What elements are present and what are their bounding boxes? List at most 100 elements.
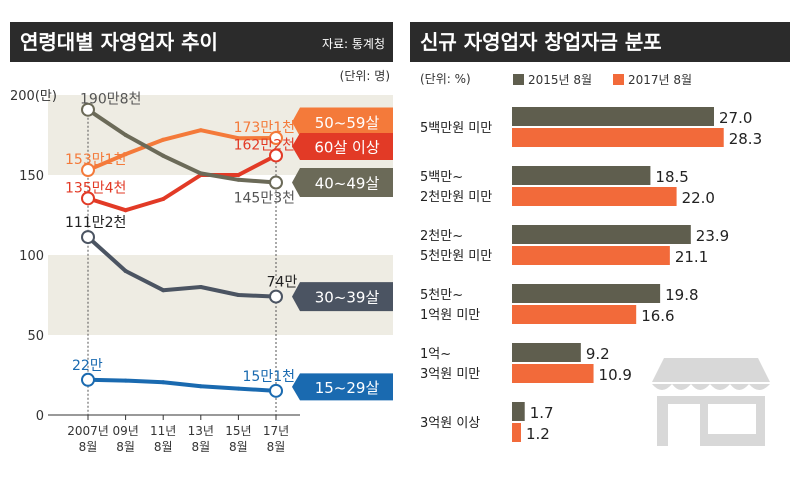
- category-label: 3억원 이상: [420, 416, 480, 431]
- series-point-age50: [81, 163, 95, 178]
- series-point-age30: [81, 230, 95, 245]
- bar-2017: [512, 423, 521, 442]
- end-label-age60: 162만2천: [234, 137, 295, 153]
- bar-value-label: 23.9: [696, 227, 729, 245]
- series-point-age40: [123, 133, 128, 137]
- series-line-age40: [86, 107, 278, 185]
- series-point-age15: [236, 386, 241, 391]
- category-label-line2: 2천만원 미만: [420, 190, 492, 205]
- x-tick-label-year: 15년: [225, 424, 251, 438]
- end-label-age15: 15만1천: [243, 369, 295, 385]
- series-point-age40: [236, 177, 241, 182]
- x-tick-label-year: 09년: [112, 424, 138, 438]
- category-label-line1: 1억~: [420, 347, 451, 362]
- series-point-age40: [161, 153, 166, 158]
- y-tick-label: 100: [19, 249, 44, 264]
- bar-2017: [512, 364, 594, 383]
- bar-value-label: 18.5: [655, 168, 688, 186]
- left-title-bar: [10, 22, 393, 62]
- series-point-age50: [123, 152, 128, 157]
- x-tick-label-month: 8월: [267, 440, 286, 454]
- right-title-bar: [410, 22, 790, 62]
- right-panel: 신규 자영업자 창업자금 분포 (단위: %) 2015년 8월 2017년 8…: [410, 22, 790, 446]
- bar-2017: [512, 305, 637, 324]
- bar-2017: [512, 246, 670, 265]
- bar-value-label: 9.2: [586, 345, 610, 363]
- x-tick-label-month: 8월: [229, 440, 248, 454]
- series-point-age15: [81, 372, 95, 387]
- series-line-age30: [86, 235, 278, 299]
- series-tag-age40: [292, 168, 393, 198]
- series-point-age30: [198, 285, 203, 289]
- end-label-age50: 173만1천: [234, 120, 295, 136]
- left-chart-source: 자료: 통계청: [322, 37, 385, 51]
- category-label-line1: 2천만~: [420, 229, 463, 244]
- series-tag-label-age60: 60살 이상: [314, 138, 379, 156]
- series-tag-age30: [292, 282, 393, 312]
- series-tag-label-age40: 40~49살: [315, 175, 380, 193]
- category-label-line2: 1억원 미만: [420, 308, 480, 323]
- series-point-age50: [269, 131, 283, 146]
- series-point-age30: [269, 289, 283, 304]
- x-tick-label-year: 17년: [263, 424, 289, 438]
- series-point-age50: [198, 128, 203, 133]
- bar-2015: [512, 166, 651, 185]
- series-tag-age60: [292, 132, 393, 160]
- x-tick-label-year: 2007년: [67, 424, 109, 438]
- bar-value-label: 10.9: [599, 366, 632, 384]
- bar-value-label: 21.1: [675, 248, 708, 266]
- series-point-age15: [198, 384, 203, 389]
- start-label-age40: 190만8천: [80, 92, 141, 108]
- series-point-age15: [269, 383, 283, 398]
- series-point-age40: [269, 175, 283, 190]
- series-point-age15: [123, 378, 128, 383]
- bar-area: 5백만원 미만 27.0 28.3 5백만~ 2천만원 미만 18.5 22.0 2천만~ 5천…: [420, 107, 762, 443]
- x-tick-label-month: 8월: [154, 440, 173, 454]
- bar-2015: [512, 284, 661, 303]
- legend-label-2015: 2015년 8월: [528, 73, 592, 87]
- legend-label-2017: 2017년 8월: [628, 73, 692, 87]
- bar-2015: [512, 343, 581, 362]
- series-tag-label-age15: 15~29살: [315, 379, 380, 397]
- bar-value-label: 28.3: [729, 130, 762, 148]
- series-point-age40: [198, 171, 203, 176]
- store-icon: [652, 358, 770, 446]
- series-point-age30: [236, 293, 241, 297]
- series-point-age60: [81, 191, 95, 206]
- series-point-age40: [81, 102, 95, 117]
- plot-labels: 153만1천 173만1천 50~59살 135만4천 162만2천 60살 이상 190만…: [65, 92, 393, 401]
- end-label-age40: 145만3천: [234, 191, 295, 207]
- series-point-age30: [161, 288, 166, 293]
- category-label-line2: 3억원 미만: [420, 367, 480, 382]
- series-line-age60: [86, 153, 278, 213]
- start-label-age30: 111만2천: [65, 215, 126, 231]
- left-chart-title: 연령대별 자영업자 추이: [20, 30, 218, 54]
- right-chart-title: 신규 자영업자 창업자금 분포: [420, 30, 662, 54]
- series-point-age60: [161, 197, 166, 201]
- series-point-age60: [269, 148, 283, 163]
- legend-swatch-2015: [513, 74, 524, 85]
- series-line-age50: [86, 128, 278, 173]
- plot-axes: 0 50 100 150 200(만) 2007년 8월 09년 8월 11년 8월 13년 8월 15년…: [10, 89, 300, 454]
- bar-value-label: 1.2: [526, 425, 550, 443]
- category-label-line2: 5천만원 미만: [420, 249, 492, 264]
- x-tick-label-month: 8월: [116, 440, 135, 454]
- x-tick-label-month: 8월: [191, 440, 210, 454]
- category-label-line1: 5천만~: [420, 288, 463, 303]
- bar-value-label: 27.0: [719, 109, 752, 127]
- series-tag-label-age30: 30~39살: [315, 289, 380, 307]
- right-chart-unit: (단위: %): [420, 72, 471, 86]
- category-label: 5백만원 미만: [420, 121, 492, 136]
- x-tick-label-month: 8월: [79, 440, 98, 454]
- series-tag-age50: [292, 107, 393, 137]
- end-label-age30: 74만: [267, 275, 298, 291]
- start-label-age50: 153만1천: [65, 152, 126, 168]
- left-panel: 연령대별 자영업자 추이 자료: 통계청 (단위: 명) 0 50 100 150 20…: [10, 22, 393, 454]
- start-label-age15: 22만: [72, 358, 103, 374]
- bar-2015: [512, 402, 525, 421]
- series-point-age60: [123, 208, 128, 213]
- bar-2017: [512, 187, 677, 206]
- series-point-age50: [236, 136, 241, 141]
- series-tag-age15: [292, 373, 393, 401]
